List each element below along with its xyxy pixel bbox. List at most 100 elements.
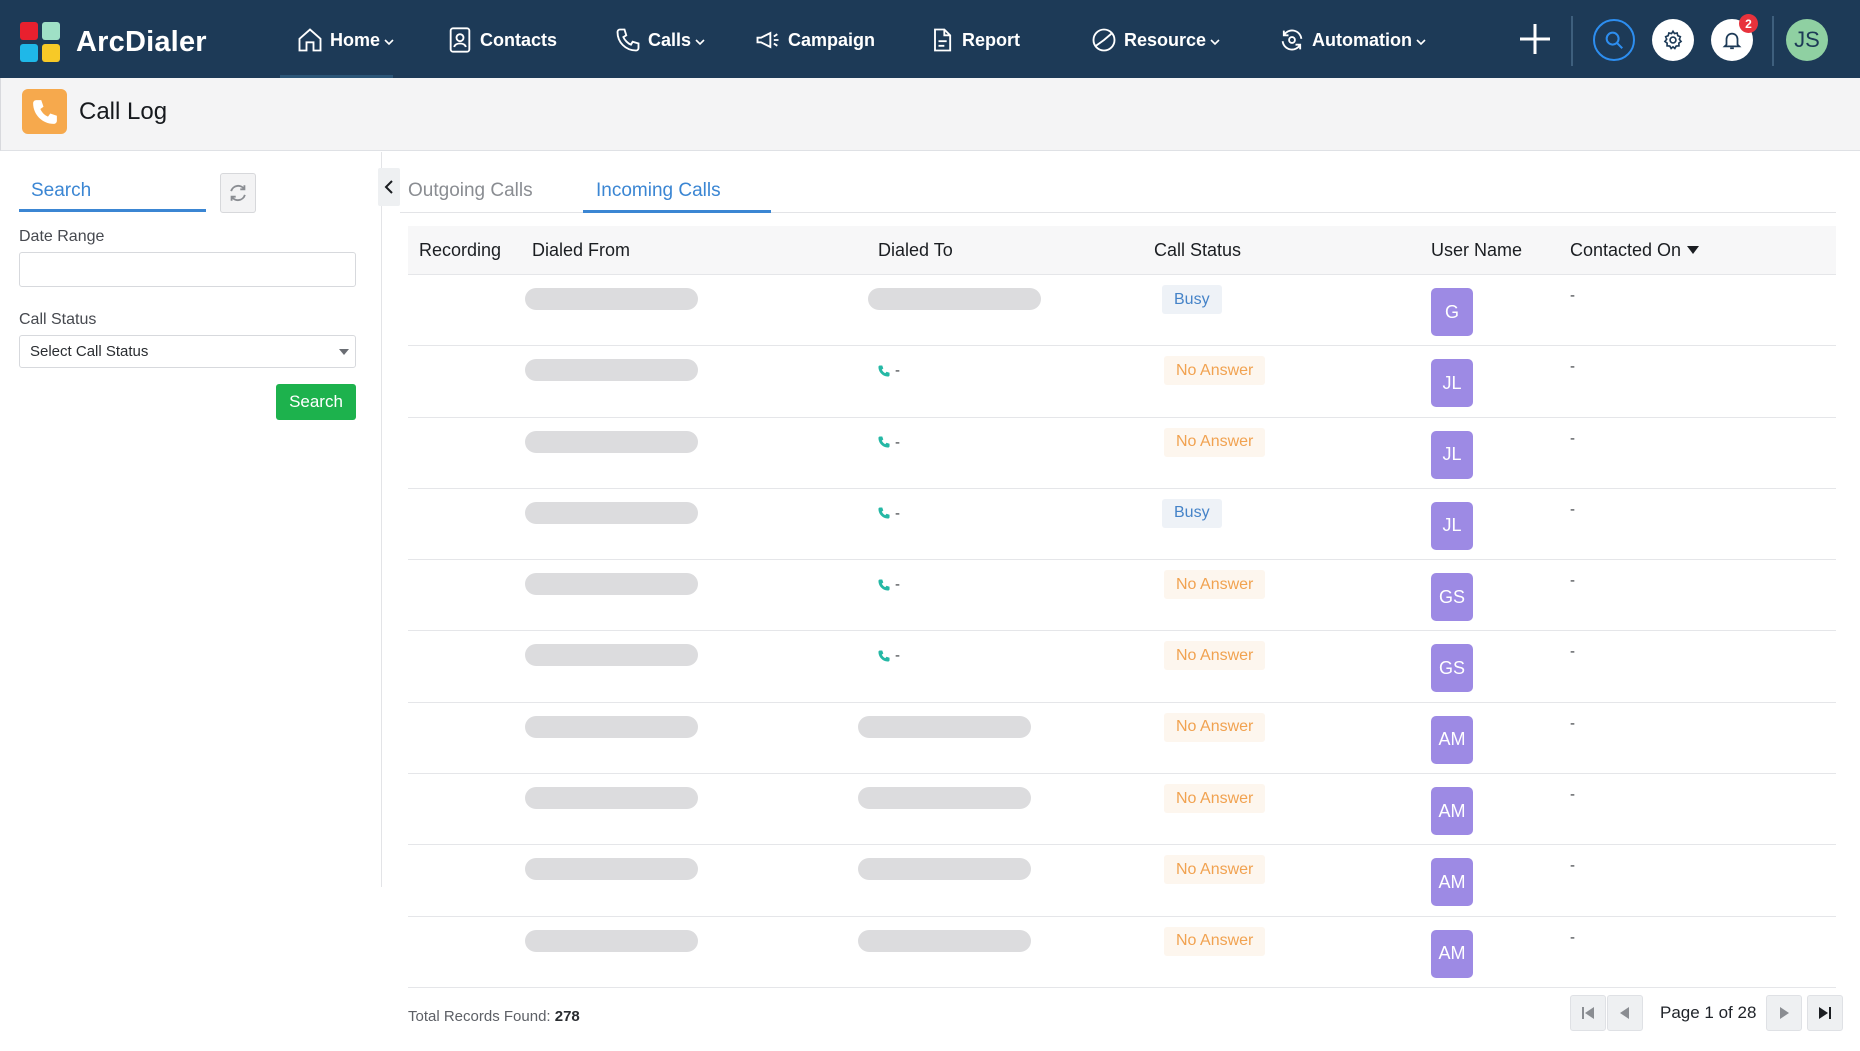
- nav-calls[interactable]: Calls: [614, 22, 706, 58]
- dialed-to-cell[interactable]: -: [877, 576, 900, 593]
- filter-search-tab[interactable]: Search: [19, 180, 206, 212]
- dialed-from-placeholder: [525, 430, 698, 453]
- table-row[interactable]: - Busy JL -: [408, 489, 1836, 561]
- nav-automation[interactable]: Automation: [1278, 22, 1427, 58]
- call-status-badge: No Answer: [1164, 356, 1266, 386]
- table-row[interactable]: No Answer AM -: [408, 703, 1836, 775]
- global-search-button[interactable]: [1593, 19, 1635, 61]
- dialed-to-cell[interactable]: -: [877, 362, 900, 379]
- phone-icon: [32, 99, 57, 124]
- user-avatar[interactable]: AM: [1431, 715, 1473, 764]
- last-page-button[interactable]: [1807, 995, 1843, 1031]
- nav-campaign[interactable]: Campaign: [754, 22, 875, 58]
- call-status-select[interactable]: Select Call Status: [19, 335, 356, 368]
- dialed-to-placeholder: [858, 929, 1031, 952]
- table-row[interactable]: Busy G -: [408, 275, 1836, 347]
- dialed-from-placeholder: [525, 288, 698, 310]
- notification-badge: 2: [1739, 14, 1758, 33]
- table-row[interactable]: - No Answer JL -: [408, 418, 1836, 489]
- nav-report[interactable]: Report: [928, 22, 1020, 58]
- first-page-button[interactable]: [1570, 995, 1606, 1031]
- table-row[interactable]: - No Answer GS -: [408, 631, 1836, 703]
- dialed-from-placeholder: [525, 644, 698, 667]
- page-header: Call Log: [0, 78, 1860, 151]
- user-avatar[interactable]: AM: [1431, 787, 1473, 836]
- call-status-badge: Busy: [1162, 285, 1222, 314]
- dialed-from-placeholder: [525, 359, 698, 382]
- dialed-to-cell[interactable]: -: [877, 505, 900, 522]
- nav-calls-label: Calls: [648, 29, 692, 50]
- prev-page-button[interactable]: [1607, 995, 1643, 1031]
- gear-icon: [1663, 29, 1683, 50]
- chevron-left-icon: [384, 180, 393, 194]
- dialed-to-cell[interactable]: -: [877, 647, 900, 664]
- search-icon: [1605, 31, 1623, 49]
- contacted-on-value: -: [1570, 429, 1575, 447]
- user-avatar[interactable]: JL: [1431, 359, 1473, 408]
- megaphone-icon: [756, 31, 779, 49]
- sort-desc-icon: [1687, 246, 1700, 254]
- nav-resource-label: Resource: [1124, 29, 1207, 50]
- user-avatar[interactable]: JL: [1431, 430, 1473, 479]
- chevron-down-icon: [1210, 39, 1220, 46]
- call-status-badge: No Answer: [1164, 712, 1266, 742]
- column-dialed-to: Dialed To: [878, 240, 953, 260]
- column-call-status: Call Status: [1154, 240, 1242, 260]
- dialed-from-placeholder: [525, 787, 698, 810]
- contacted-on-value: -: [1570, 287, 1575, 304]
- dialed-to-value: -: [895, 576, 900, 594]
- dialed-to-cell[interactable]: -: [877, 434, 900, 451]
- search-button[interactable]: Search: [276, 384, 356, 420]
- contacts-icon: [449, 27, 471, 53]
- table-row[interactable]: No Answer AM -: [408, 917, 1836, 988]
- tab-incoming-calls[interactable]: Incoming Calls: [583, 180, 771, 213]
- collapse-panel-button[interactable]: [378, 168, 400, 206]
- call-status-badge: No Answer: [1164, 427, 1266, 457]
- user-avatar[interactable]: AM: [1431, 929, 1473, 978]
- nav-contacts-label: Contacts: [480, 29, 558, 50]
- user-avatar[interactable]: JL: [1431, 501, 1473, 550]
- nav-resource[interactable]: Resource: [1090, 22, 1221, 58]
- nav-divider: [1772, 16, 1774, 66]
- add-icon[interactable]: [1516, 20, 1554, 58]
- nav-home[interactable]: Home: [296, 22, 395, 58]
- app-logo[interactable]: ArcDialer: [20, 22, 207, 62]
- user-avatar[interactable]: AM: [1431, 858, 1473, 907]
- user-avatar[interactable]: G: [1431, 288, 1473, 336]
- settings-button[interactable]: [1652, 19, 1694, 61]
- tab-outgoing-calls[interactable]: Outgoing Calls: [408, 180, 533, 201]
- page-icon: [22, 89, 67, 134]
- table-row[interactable]: No Answer AM -: [408, 845, 1836, 917]
- chevron-down-icon: [384, 39, 394, 46]
- user-avatar[interactable]: JS: [1786, 19, 1828, 61]
- table-row[interactable]: No Answer AM -: [408, 774, 1836, 846]
- contacted-on-value: -: [1570, 786, 1575, 804]
- refresh-icon: [230, 185, 246, 201]
- dialed-to-value: -: [895, 433, 900, 451]
- total-records-value: 278: [554, 1008, 580, 1025]
- user-avatar[interactable]: GS: [1431, 644, 1473, 693]
- phone-icon: [878, 436, 890, 448]
- contacted-on-value: -: [1570, 572, 1575, 590]
- next-page-button[interactable]: [1766, 995, 1802, 1031]
- contacted-on-value: -: [1570, 857, 1575, 875]
- page-title: Call Log: [79, 98, 168, 125]
- column-contacted-on[interactable]: Contacted On: [1570, 240, 1700, 261]
- phone-icon: [878, 579, 890, 591]
- dialed-to-value: -: [895, 362, 900, 380]
- dialed-from-placeholder: [525, 929, 698, 952]
- phone-icon: [616, 28, 640, 52]
- user-avatar[interactable]: GS: [1431, 573, 1473, 622]
- column-user-name: User Name: [1431, 240, 1523, 260]
- call-status-badge: Busy: [1162, 498, 1222, 528]
- nav-contacts[interactable]: Contacts: [446, 22, 557, 58]
- date-range-input[interactable]: [19, 252, 356, 287]
- table-row[interactable]: - No Answer JL -: [408, 346, 1836, 418]
- dialed-to-placeholder: [858, 858, 1031, 881]
- table-row[interactable]: - No Answer GS -: [408, 560, 1836, 632]
- nav-home-label: Home: [330, 29, 381, 50]
- call-log-table: Recording Dialed From Dialed To Call Sta…: [408, 226, 1836, 988]
- dialed-from-placeholder: [525, 858, 698, 881]
- refresh-button[interactable]: [220, 173, 256, 213]
- home-icon: [298, 28, 322, 52]
